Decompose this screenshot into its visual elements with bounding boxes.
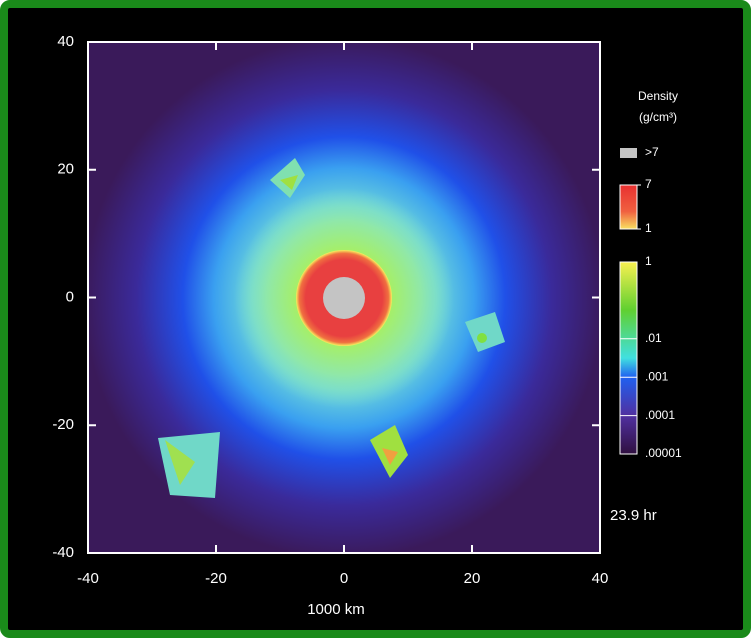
time-label: 23.9 hr	[610, 507, 657, 524]
colorbar-unit: (g/cm³)	[639, 110, 677, 124]
x-tick-label: 40	[592, 570, 609, 587]
colorbar-tick-label: .0001	[645, 408, 675, 422]
colorbar-low	[620, 262, 637, 454]
colorbar-tick-label: 7	[645, 177, 652, 191]
colorbar-tick-label: 1	[645, 221, 652, 235]
y-tick-label: 20	[57, 161, 74, 178]
y-tick-label: 0	[66, 288, 74, 305]
colorbar-tick-label: .001	[645, 369, 669, 383]
x-tick-label: 20	[464, 570, 481, 587]
colorbar-tick-label: .00001	[645, 446, 682, 460]
x-tick-label: -20	[205, 570, 227, 587]
y-tick-label: -40	[52, 544, 74, 561]
colorbar-tick-label: .01	[645, 331, 662, 345]
x-tick-label: 0	[340, 570, 348, 587]
saturation-swatch	[620, 148, 637, 158]
y-tick-label: -20	[52, 416, 74, 433]
x-tick-label: -40	[77, 570, 99, 587]
y-tick-label: 40	[57, 33, 74, 50]
chart: 1000 km Density (g/cm³) >7 23.9 hr -40 -2…	[0, 0, 751, 638]
colorbar-tick-label: 1	[645, 254, 652, 268]
x-axis-label: 1000 km	[307, 601, 365, 618]
saturation-label: >7	[645, 145, 659, 159]
colorbar-title: Density	[638, 89, 678, 103]
colorbar-high	[620, 185, 637, 229]
density-image	[88, 42, 600, 553]
